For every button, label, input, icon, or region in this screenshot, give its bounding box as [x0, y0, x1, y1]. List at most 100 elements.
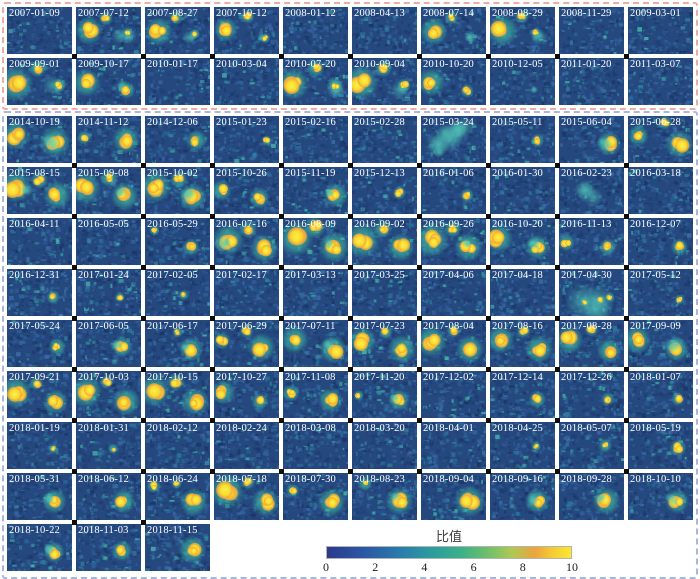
tile-date-label: 2017-09-09 — [630, 321, 681, 332]
ratio-map-tile-2016-03-18: 2016-03-18 — [628, 167, 693, 214]
grid-junction-mark — [71, 264, 77, 270]
ratio-map-tile-2016-12-07: 2016-12-07 — [628, 218, 693, 265]
grid-junction-mark — [416, 366, 422, 372]
colorbar-ticks: 0 2 4 6 8 10 — [323, 559, 578, 574]
ratio-map-image — [214, 473, 279, 520]
ratio-map-image — [76, 371, 141, 418]
colorbar-tick: 10 — [566, 560, 578, 574]
grid-junction-mark — [623, 468, 629, 474]
grid-junction-mark — [209, 162, 215, 168]
tile-date-label: 2016-07-16 — [216, 219, 267, 230]
ratio-map-image — [628, 167, 693, 214]
tile-date-label: 2017-06-05 — [78, 321, 129, 332]
ratio-map-tile-2017-09-09: 2017-09-09 — [628, 320, 693, 367]
grid-junction-mark — [623, 162, 629, 168]
ratio-map-image — [421, 58, 486, 105]
grid-junction-mark — [416, 264, 422, 270]
grid-junction-mark — [485, 366, 491, 372]
ratio-map-tile-2015-08-15: 2015-08-15 — [7, 167, 72, 214]
ratio-map-tile-2018-01-19: 2018-01-19 — [7, 422, 72, 469]
grid-junction-mark — [623, 213, 629, 219]
colorbar-gradient — [326, 546, 572, 559]
ratio-map-image — [145, 58, 210, 105]
ratio-map-image — [559, 58, 624, 105]
tile-grid-2014-2018: 2014-10-19 2014-11-12 2014-12-06 2015-01-23… — [7, 116, 693, 574]
ratio-map-tile-2017-12-14: 2017-12-14 — [490, 371, 555, 418]
ratio-map-image — [76, 218, 141, 265]
ratio-map-tile-2017-02-17: 2017-02-17 — [214, 269, 279, 316]
grid-junction-mark — [140, 366, 146, 372]
tile-date-label: 2017-03-13 — [285, 270, 336, 281]
tile-date-label: 2008-11-29 — [561, 8, 612, 19]
colorbar-tick: 0 — [323, 560, 329, 574]
ratio-map-image — [490, 473, 555, 520]
tile-date-label: 2018-06-24 — [147, 474, 198, 485]
ratio-map-image — [7, 524, 72, 571]
grid-junction-mark — [347, 366, 353, 372]
grid-junction-mark — [278, 315, 284, 321]
ratio-map-image — [7, 269, 72, 316]
ratio-map-tile-2015-03-24: 2015-03-24 — [421, 116, 486, 163]
tile-date-label: 2014-10-19 — [9, 117, 60, 128]
colorbar-inner: 比值 0 2 4 6 8 10 — [323, 529, 578, 575]
tile-date-label: 2015-09-08 — [78, 168, 129, 179]
ratio-map-image — [214, 7, 279, 54]
grid-junction-mark — [623, 315, 629, 321]
ratio-map-tile-2017-12-26: 2017-12-26 — [559, 371, 624, 418]
tile-date-label: 2009-09-01 — [9, 59, 60, 70]
colorbar-label: 比值 — [435, 529, 462, 544]
grid-junction-mark — [554, 213, 560, 219]
tile-date-label: 2018-09-04 — [423, 474, 474, 485]
grid-junction-mark — [623, 53, 629, 59]
tile-date-label: 2010-10-20 — [423, 59, 474, 70]
colorbar-tick: 6 — [470, 560, 477, 574]
ratio-map-image — [76, 58, 141, 105]
tile-date-label: 2017-01-24 — [78, 270, 129, 281]
grid-junction-mark — [554, 53, 560, 59]
tile-date-label: 2018-02-24 — [216, 423, 267, 434]
tile-date-label: 2016-04-11 — [9, 219, 60, 230]
ratio-map-image — [421, 269, 486, 316]
tile-date-label: 2015-06-04 — [561, 117, 612, 128]
ratio-map-image — [352, 371, 417, 418]
tile-date-label: 2016-12-07 — [630, 219, 681, 230]
tile-date-label: 2017-08-04 — [423, 321, 474, 332]
ratio-map-image — [559, 320, 624, 367]
ratio-map-tile-2014-10-19: 2014-10-19 — [7, 116, 72, 163]
grid-junction-mark — [71, 468, 77, 474]
ratio-map-tile-2016-09-02: 2016-09-02 — [352, 218, 417, 265]
grid-junction-mark — [140, 53, 146, 59]
tile-date-label: 2017-07-23 — [354, 321, 405, 332]
ratio-map-tile-2017-06-05: 2017-06-05 — [76, 320, 141, 367]
grid-junction-mark — [140, 315, 146, 321]
grid-junction-mark — [416, 468, 422, 474]
ratio-map-tile-2017-07-23: 2017-07-23 — [352, 320, 417, 367]
ratio-map-image — [490, 218, 555, 265]
tile-date-label: 2010-12-05 — [492, 59, 543, 70]
grid-junction-mark — [71, 519, 77, 525]
ratio-map-image — [76, 524, 141, 571]
ratio-map-image — [628, 218, 693, 265]
tile-date-label: 2016-01-06 — [423, 168, 474, 179]
ratio-map-tile-2015-10-26: 2015-10-26 — [214, 167, 279, 214]
ratio-map-tile-2011-01-20: 2011-01-20 — [559, 58, 624, 105]
ratio-map-image — [7, 473, 72, 520]
tile-date-label: 2016-09-02 — [354, 219, 405, 230]
ratio-map-image — [490, 7, 555, 54]
ratio-map-image — [76, 320, 141, 367]
tile-date-label: 2018-04-01 — [423, 423, 474, 434]
ratio-map-tile-2007-10-12: 2007-10-12 — [214, 7, 279, 54]
ratio-map-tile-2018-10-10: 2018-10-10 — [628, 473, 693, 520]
ratio-map-image — [7, 58, 72, 105]
ratio-map-tile-2014-12-06: 2014-12-06 — [145, 116, 210, 163]
colorbar-tick: 4 — [421, 560, 428, 574]
tile-date-label: 2018-06-12 — [78, 474, 129, 485]
ratio-map-image — [628, 269, 693, 316]
ratio-map-image — [559, 473, 624, 520]
ratio-map-image — [352, 422, 417, 469]
tile-date-label: 2007-08-27 — [147, 8, 198, 19]
ratio-map-tile-2015-06-28: 2015-06-28 — [628, 116, 693, 163]
ratio-map-tile-2016-01-06: 2016-01-06 — [421, 167, 486, 214]
tile-date-label: 2014-12-06 — [147, 117, 198, 128]
grid-junction-mark — [278, 417, 284, 423]
